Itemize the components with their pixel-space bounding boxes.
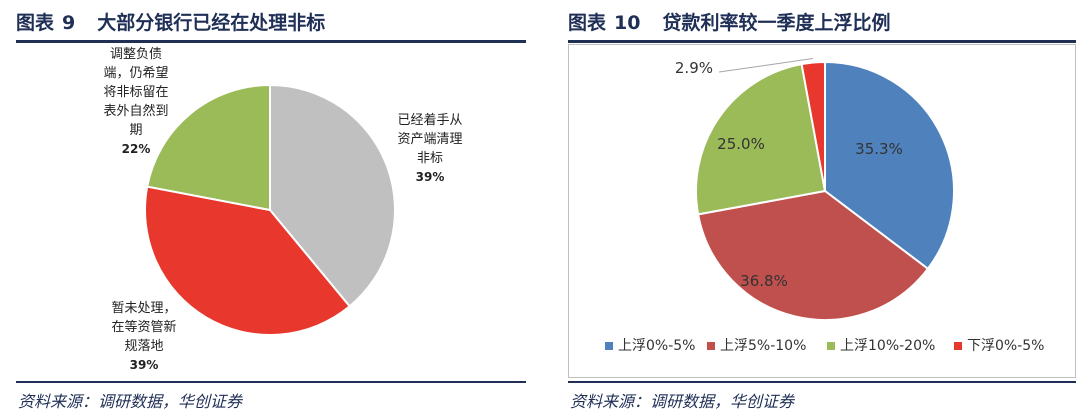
figure10-pie-chart: 35.3% 36.8% 25.0% 2.9% 上浮0%-5% 上浮5%-10% 上浮10%-… xyxy=(605,58,1044,354)
figure10-pie-slice-3 xyxy=(800,60,826,192)
figure10-legend-item-1: 上浮5%-10% xyxy=(707,338,806,354)
figure10-source: 资料来源：调研数据，华创证券 xyxy=(570,392,795,411)
figure10-legend-label-1: 上浮5%-10% xyxy=(720,338,806,354)
figure9-slice-label-0: 已经着手从资产端清理非标 39% xyxy=(397,112,462,184)
figure9-plot-area: 已经着手从资产端清理非标 39% 暂未处理，在等资管新规落地 39% 调整负债端，仍希望… xyxy=(16,44,526,378)
figure10-pie-slice-1 xyxy=(696,189,930,321)
figure10-slice-label-3: 2.9% xyxy=(675,59,713,77)
figure10-bottom-rule xyxy=(568,381,1076,383)
figure9-pie-slice-2 xyxy=(146,83,271,212)
figure10-legend-swatch-0 xyxy=(605,342,613,350)
figure10-title: 贷款利率较一季度上浮比例 xyxy=(662,12,891,34)
figure9-title-bar: 图表 9 大部分银行已经在处理非标 xyxy=(16,8,325,35)
figure10-legend-label-2: 上浮10%-20% xyxy=(840,338,935,354)
figure10-legend-label-3: 下浮0%-5% xyxy=(967,338,1044,354)
figure10-number: 10 xyxy=(614,12,641,34)
figure10-leader-line-3 xyxy=(718,58,813,73)
figure9-pie-slice-1 xyxy=(144,185,352,336)
figure10-pie-slice-0 xyxy=(824,60,955,271)
figure10-legend-swatch-2 xyxy=(827,342,835,350)
figure10-panel: 图表 10 贷款利率较一季度上浮比例 35.3% 36.8% 25.0% 2.9% 上浮0%… xyxy=(552,0,1080,419)
figure10-slice-label-1: 36.8% xyxy=(740,272,788,290)
figure9-slice-label-2: 调整负债端，仍希望将非标留在表外自然到期 22% xyxy=(103,47,168,156)
figure10-legend-item-3: 下浮0%-5% xyxy=(954,338,1044,354)
figure10-legend-item-0: 上浮0%-5% xyxy=(605,338,695,354)
figure9-top-rule xyxy=(16,40,526,43)
figure9-title: 大部分银行已经在处理非标 xyxy=(97,12,326,34)
figure9-source: 资料来源：调研数据，华创证券 xyxy=(18,392,243,411)
figure10-title-bar: 图表 10 贷款利率较一季度上浮比例 xyxy=(568,8,890,35)
figure10-slice-label-2: 25.0% xyxy=(717,135,765,153)
figure10-legend-swatch-1 xyxy=(707,342,715,350)
figure10-legend-label-0: 上浮0%-5% xyxy=(618,338,695,354)
figure9-panel: 图表 9 大部分银行已经在处理非标 已经着手从资产端清理非标 39% 暂未处理，在等资管… xyxy=(0,0,530,419)
figure9-bottom-rule xyxy=(16,381,526,383)
figure9-pie-slice-0 xyxy=(269,83,396,308)
figure10-label: 图表 xyxy=(568,12,607,34)
figure10-legend-swatch-3 xyxy=(954,342,962,350)
figure9-pie-chart: 已经着手从资产端清理非标 39% 暂未处理，在等资管新规落地 39% 调整负债端，仍希望… xyxy=(103,47,462,372)
figure9-label: 图表 xyxy=(16,12,55,34)
figure10-pie-slice-2 xyxy=(695,62,827,216)
figure10-top-rule xyxy=(568,40,1076,43)
figure10-legend-item-2: 上浮10%-20% xyxy=(827,338,935,354)
figure10-slice-label-0: 35.3% xyxy=(855,140,903,158)
figure9-slice-label-1: 暂未处理，在等资管新规落地 39% xyxy=(111,301,176,372)
figure10-plot-area: 35.3% 36.8% 25.0% 2.9% 上浮0%-5% 上浮5%-10% 上浮10%-… xyxy=(568,44,1076,378)
figure9-number: 9 xyxy=(62,12,76,34)
